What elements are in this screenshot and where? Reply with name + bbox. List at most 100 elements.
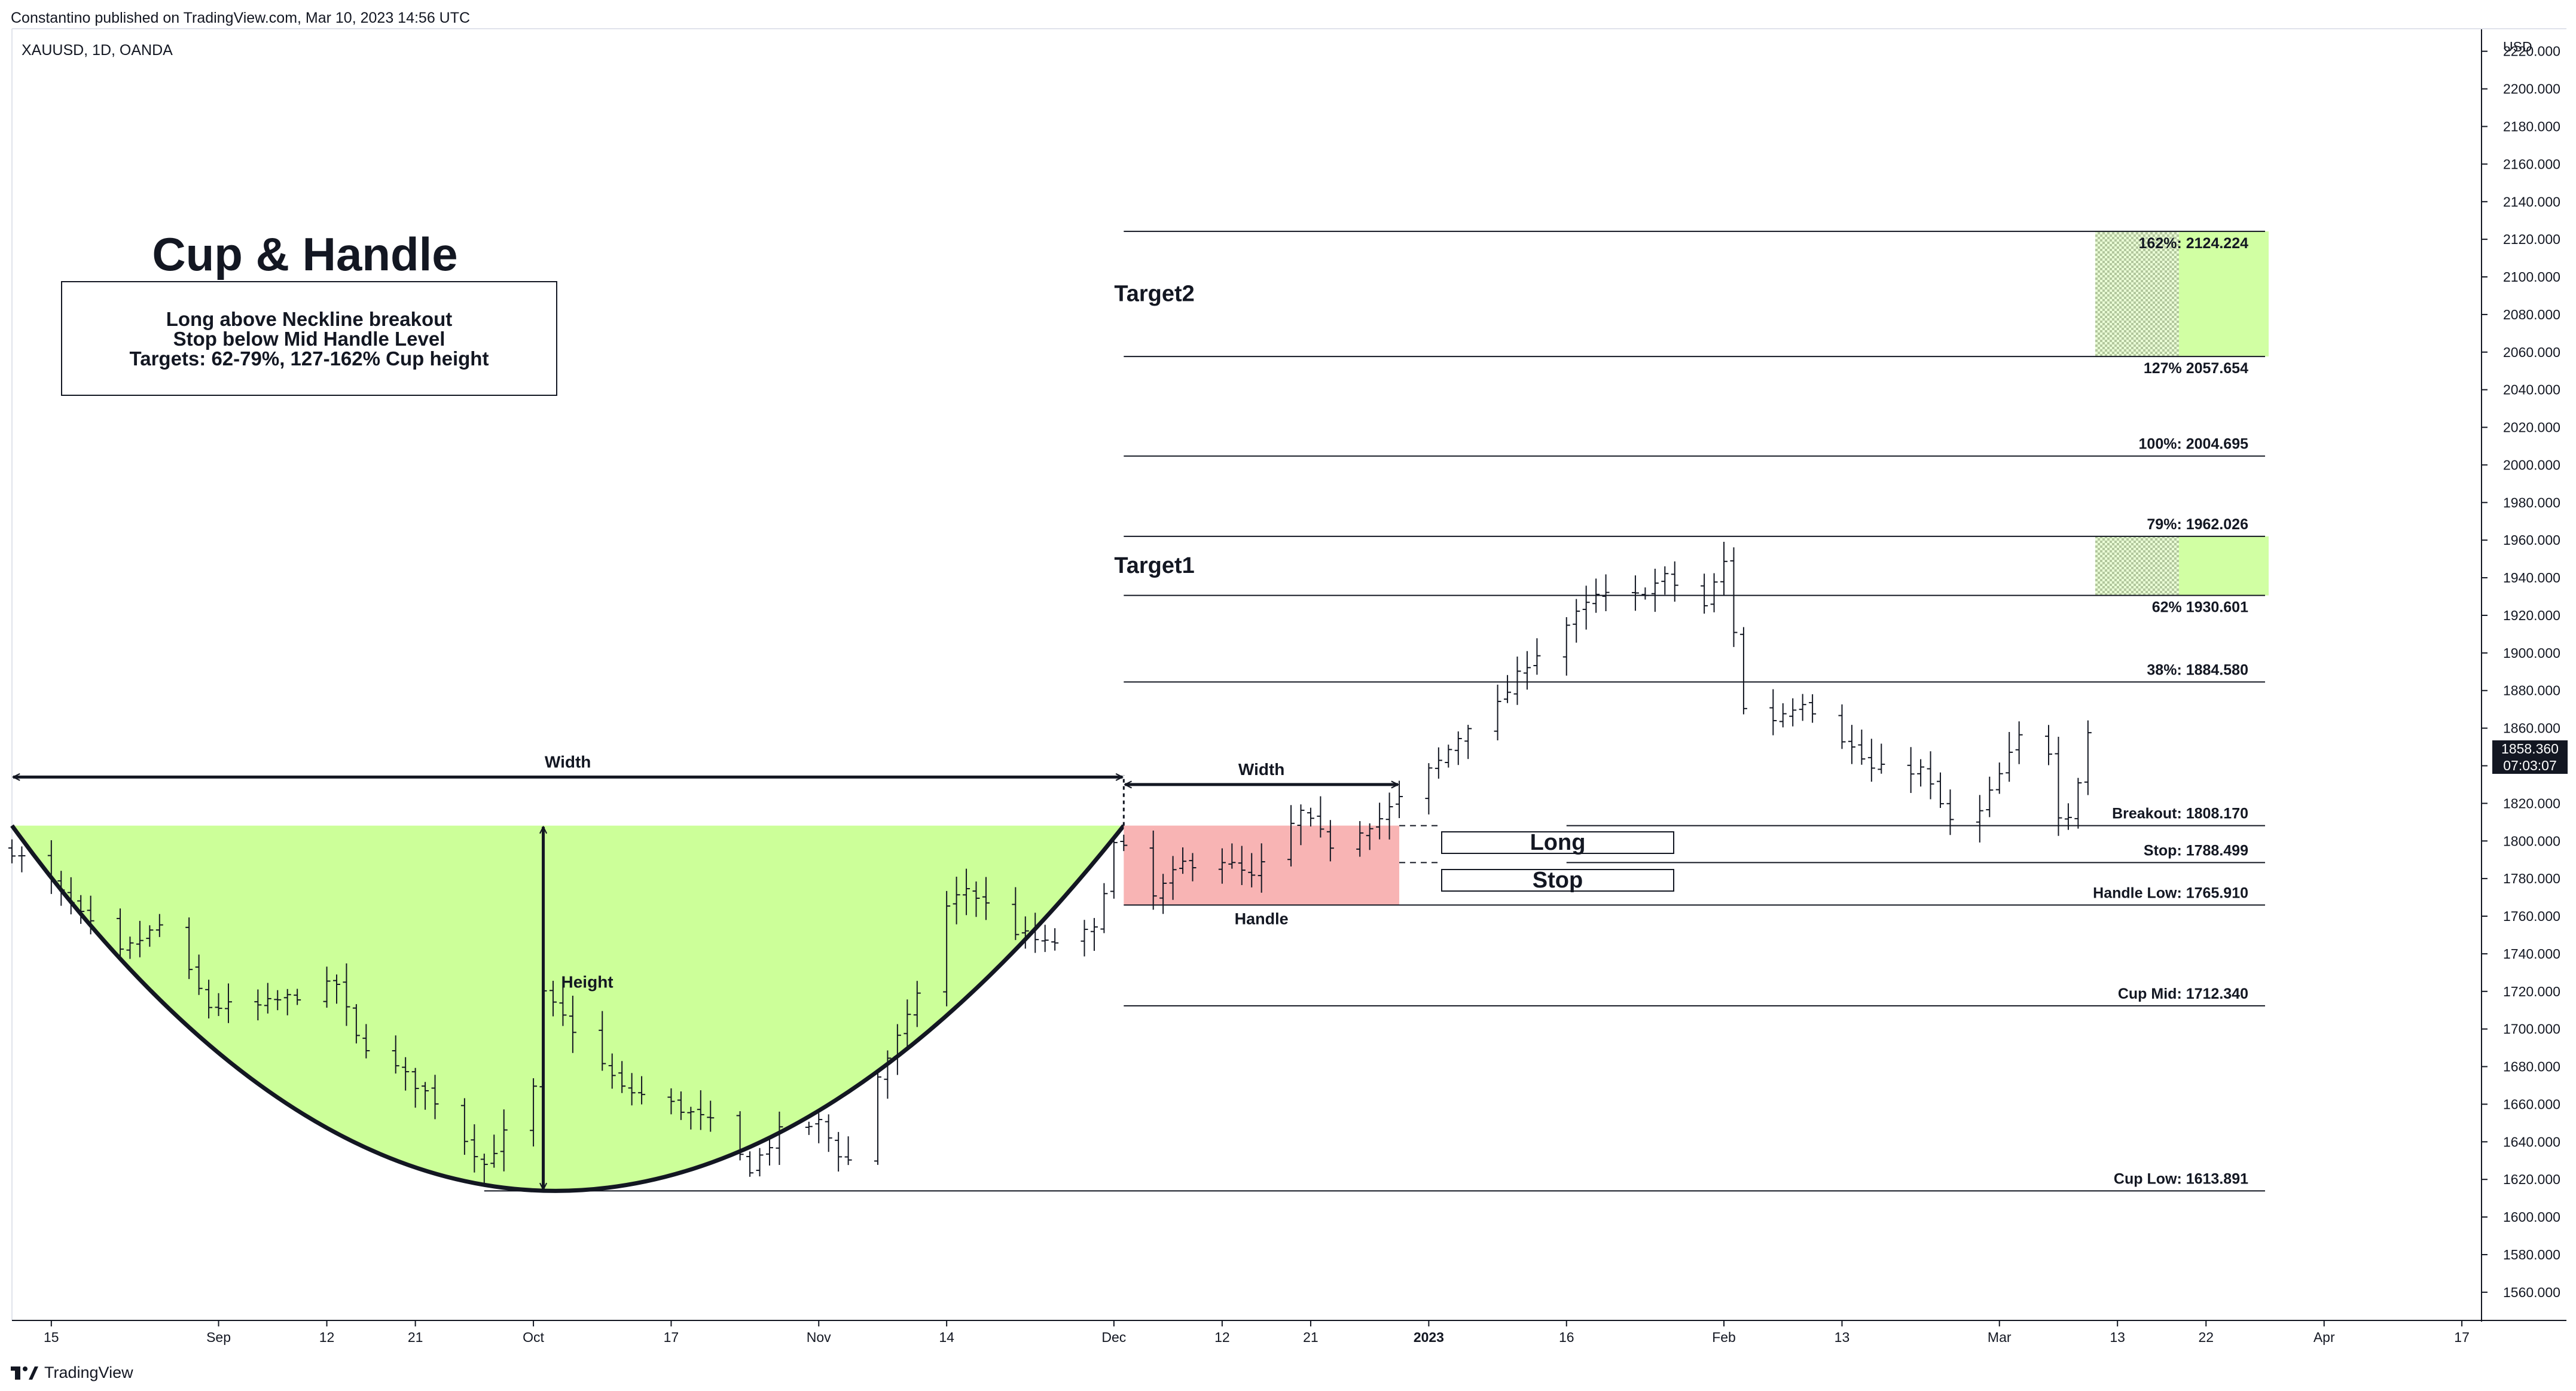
ohlc-bar bbox=[667, 1088, 675, 1115]
ohlc-bar bbox=[943, 890, 951, 1006]
ohlc-bar bbox=[884, 1050, 892, 1099]
ohlc-bar bbox=[294, 989, 301, 1005]
ohlc-bar bbox=[1582, 585, 1590, 630]
ohlc-bar bbox=[1779, 703, 1787, 728]
ohlc-bar bbox=[1012, 887, 1020, 940]
price-tick-label: 1700.000 bbox=[2503, 1021, 2560, 1037]
level-label: 62% 1930.601 bbox=[2152, 599, 2248, 616]
ohlc-bar bbox=[283, 989, 291, 1015]
ohlc-bar bbox=[1848, 725, 1855, 764]
ohlc-bar bbox=[500, 1109, 508, 1172]
ohlc-bar bbox=[1730, 547, 1738, 647]
ohlc-bar bbox=[972, 881, 980, 917]
level-label: Cup Mid: 1712.340 bbox=[2118, 986, 2248, 1002]
time-tick-label: 12 bbox=[319, 1329, 335, 1345]
ohlc-bar bbox=[1631, 575, 1639, 611]
ohlc-bar bbox=[195, 954, 203, 995]
level-label: 38%: 1884.580 bbox=[2147, 661, 2248, 678]
ohlc-bar bbox=[224, 983, 232, 1023]
ohlc-bar bbox=[1120, 834, 1128, 852]
ohlc-bars bbox=[8, 541, 2092, 1184]
published-info: Constantino published on TradingView.com… bbox=[11, 10, 471, 26]
ohlc-bar bbox=[1228, 843, 1236, 869]
ohlc-bar bbox=[1986, 776, 1994, 817]
ohlc-bar bbox=[1907, 747, 1915, 793]
time-tick-label: Mar bbox=[1988, 1329, 2012, 1345]
price-tick-label: 1680.000 bbox=[2503, 1059, 2560, 1075]
time-tick-label: Dec bbox=[1101, 1329, 1126, 1345]
ohlc-bar bbox=[893, 1024, 901, 1075]
ohlc-bar bbox=[392, 1035, 399, 1074]
ohlc-bar bbox=[2074, 777, 2082, 829]
current-price-tag: 1858.360 07:03:07 bbox=[2492, 740, 2568, 774]
stop-label: Stop bbox=[1532, 867, 1583, 893]
tradingview-logo-icon bbox=[11, 1366, 38, 1380]
time-tick-label: 15 bbox=[44, 1329, 59, 1345]
price-tick-label: 2120.000 bbox=[2503, 231, 2560, 247]
ohlc-bar bbox=[618, 1061, 626, 1093]
ohlc-bar bbox=[1464, 725, 1472, 759]
ohlc-bar bbox=[1366, 823, 1374, 850]
cup-fill bbox=[12, 825, 1124, 1191]
ohlc-bar bbox=[569, 995, 576, 1053]
price-tick-label: 1560.000 bbox=[2503, 1285, 2560, 1300]
tradingview-brand: TradingView bbox=[44, 1363, 133, 1381]
ohlc-bar bbox=[765, 1139, 773, 1166]
ohlc-bar bbox=[825, 1114, 832, 1152]
ohlc-bar bbox=[1533, 638, 1541, 675]
ohlc-bar bbox=[539, 983, 547, 1097]
target-zone-texture bbox=[2095, 536, 2180, 596]
price-tick-label: 1760.000 bbox=[2503, 908, 2560, 924]
ohlc-bar bbox=[677, 1091, 685, 1120]
ohlc-bar bbox=[205, 980, 213, 1018]
level-label: Handle Low: 1765.910 bbox=[2093, 884, 2248, 901]
price-tick-label: 1860.000 bbox=[2503, 721, 2560, 736]
time-tick-label: 22 bbox=[2198, 1329, 2214, 1345]
price-tick-label: 1780.000 bbox=[2503, 871, 2560, 886]
target-label: Target2 bbox=[1114, 282, 1194, 307]
ohlc-bar bbox=[874, 1073, 881, 1165]
price-tick-label: 1960.000 bbox=[2503, 532, 2560, 548]
ohlc-bar bbox=[1671, 561, 1678, 602]
ohlc-bar bbox=[776, 1111, 783, 1166]
tradingview-footer[interactable]: TradingView bbox=[11, 1363, 133, 1382]
ohlc-bar bbox=[185, 917, 193, 980]
ohlc-bar bbox=[1307, 807, 1314, 827]
ohlc-bar bbox=[1739, 627, 1747, 715]
time-tick-label: 13 bbox=[2110, 1329, 2125, 1345]
cup-width-label: Width bbox=[545, 752, 591, 771]
ohlc-bar bbox=[146, 925, 154, 947]
time-tick-label: 16 bbox=[1559, 1329, 1574, 1345]
long-box: Long bbox=[1441, 830, 1674, 855]
time-tick-label: Apr bbox=[2313, 1329, 2335, 1345]
ohlc-bar bbox=[1179, 847, 1187, 874]
level-label: 162%: 2124.224 bbox=[2139, 235, 2249, 252]
price-tick-label: 1620.000 bbox=[2503, 1172, 2560, 1187]
time-tick-label: 2023 bbox=[1414, 1329, 1444, 1345]
ohlc-bar bbox=[8, 839, 16, 864]
target-zone-texture bbox=[2095, 231, 2180, 357]
ohlc-bar bbox=[1701, 574, 1708, 614]
chart-title: Cup & Handle bbox=[152, 228, 458, 280]
current-price-countdown: 07:03:07 bbox=[2503, 758, 2557, 773]
ohlc-bar bbox=[736, 1111, 744, 1161]
description-line-3: Targets: 62-79%, 127-162% Cup height bbox=[129, 347, 489, 370]
ohlc-bar bbox=[1769, 689, 1777, 736]
price-tick-label: 1720.000 bbox=[2503, 984, 2560, 999]
time-tick-label: 17 bbox=[664, 1329, 679, 1345]
ohlc-bar bbox=[402, 1057, 410, 1091]
ohlc-bar bbox=[1710, 573, 1718, 612]
ohlc-bar bbox=[1248, 853, 1256, 887]
time-tick-label: 21 bbox=[1303, 1329, 1318, 1345]
price-tick-label: 2220.000 bbox=[2503, 44, 2560, 59]
price-tick-label: 2080.000 bbox=[2503, 307, 2560, 322]
ohlc-bar bbox=[1504, 675, 1512, 703]
ohlc-bar bbox=[1858, 729, 1866, 765]
ohlc-bar bbox=[953, 877, 960, 925]
ohlc-bar bbox=[2015, 721, 2023, 764]
price-tick-label: 1600.000 bbox=[2503, 1209, 2560, 1225]
ohlc-bar bbox=[67, 877, 75, 914]
ohlc-bar bbox=[559, 987, 567, 1026]
ohlc-bar bbox=[1592, 578, 1600, 613]
